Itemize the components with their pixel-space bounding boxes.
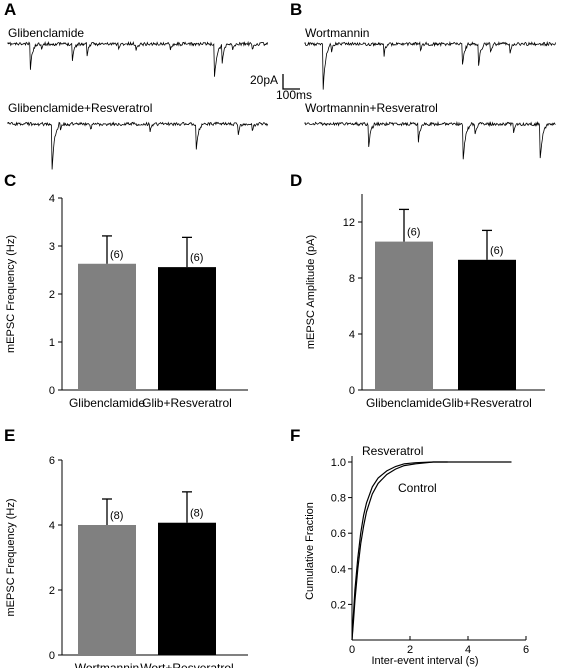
y-axis-label: Cumulative Fraction [304, 502, 316, 600]
y-tick-label: 0.2 [331, 599, 346, 611]
y-tick-label: 4 [349, 329, 355, 341]
y-axis-label: mEPSC Frequency (Hz) [5, 499, 17, 617]
y-tick-label: 3 [49, 241, 55, 253]
chart-f-cumulative: 0.2 0.4 0.6 0.8 1.0 0 2 4 6 Inter-event interval … [304, 444, 529, 667]
trace-label-wort-resveratrol: Wortmannin+Resveratrol [305, 101, 438, 115]
chart-c-frequency: 0 1 2 3 4 mEPSC Frequency (Hz) (6) Glibenclamid… [5, 193, 248, 410]
category-label-1: Glibenclamide [366, 396, 442, 410]
trace-label-glib-resveratrol: Glibenclamide+Resveratrol [8, 101, 152, 115]
y-tick-label: 2 [49, 289, 55, 301]
x-tick-label: 4 [465, 644, 471, 656]
category-label-2: Glib+Resveratrol [442, 396, 532, 410]
bar-2 [458, 259, 516, 390]
x-tick-label: 2 [407, 644, 413, 656]
y-tick-label: 0.6 [331, 528, 346, 540]
n-label-2: (6) [490, 245, 503, 257]
y-tick-label: 0 [349, 385, 355, 397]
series-label-resveratrol: Resveratrol [362, 444, 423, 458]
y-tick-label: 0.4 [331, 564, 346, 576]
n-label-1: (8) [110, 510, 123, 522]
y-tick-label: 1.0 [331, 457, 346, 469]
scale-bar-time-label: 100ms [276, 88, 312, 102]
trace-glib-resveratrol [7, 121, 269, 170]
x-tick-label: 6 [523, 644, 529, 656]
trace-glibenclamide [7, 40, 269, 77]
y-axis-label: mEPSC Amplitude (pA) [305, 235, 317, 349]
n-label-1: (6) [110, 249, 123, 261]
trace-wort-resveratrol [304, 120, 556, 160]
scale-bar-amplitude-label: 20pA [250, 73, 278, 87]
y-tick-label: 6 [49, 455, 55, 467]
y-tick-label: 12 [343, 217, 355, 229]
panel-label-a: A [4, 0, 16, 19]
panel-label-d: D [290, 171, 302, 190]
y-tick-label: 0.8 [331, 493, 346, 505]
bar-1 [78, 525, 136, 655]
scale-bar-lines [282, 74, 300, 90]
scale-bar: 20pA 100ms [250, 73, 312, 102]
n-label-2: (8) [190, 508, 203, 520]
y-tick-label: 2 [49, 585, 55, 597]
trace-label-wortmannin: Wortmannin [305, 26, 369, 40]
y-tick-label: 4 [49, 520, 55, 532]
category-label-1: Glibenclamide [69, 396, 145, 410]
panel-label-f: F [290, 426, 300, 445]
bar-2 [158, 522, 216, 655]
series-label-control: Control [398, 481, 437, 495]
trace-wortmannin [304, 40, 556, 90]
category-label-2: Wort+Resveratrol [140, 661, 233, 668]
category-label-2: Glib+Resveratrol [142, 396, 232, 410]
x-axis-label: Inter-event interval (s) [372, 655, 479, 667]
n-label-2: (6) [190, 252, 203, 264]
panel-label-c: C [4, 171, 16, 190]
y-axis-label: mEPSC Frequency (Hz) [5, 235, 17, 353]
y-tick-label: 0 [49, 385, 55, 397]
bar-2 [158, 267, 216, 390]
series-line-control [351, 461, 448, 641]
y-tick-label: 4 [49, 193, 55, 205]
bar-1 [375, 241, 433, 390]
trace-label-glibenclamide: Glibenclamide [8, 26, 84, 40]
category-label-1: Wortmannin [75, 661, 139, 668]
chart-d-amplitude: 0 4 8 12 mEPSC Amplitude (pA) (6) Glibenclamid… [305, 194, 545, 410]
bar-1 [78, 263, 136, 390]
y-tick-label: 8 [349, 273, 355, 285]
x-tick-label: 0 [349, 644, 355, 656]
panel-label-e: E [4, 426, 15, 445]
n-label-1: (6) [407, 227, 420, 239]
panel-label-b: B [290, 0, 302, 19]
chart-e-frequency: 0 2 4 6 mEPSC Frequency (Hz) (8) Wortmannin (8)… [5, 455, 248, 668]
y-tick-label: 0 [49, 650, 55, 662]
y-tick-label: 1 [49, 337, 55, 349]
